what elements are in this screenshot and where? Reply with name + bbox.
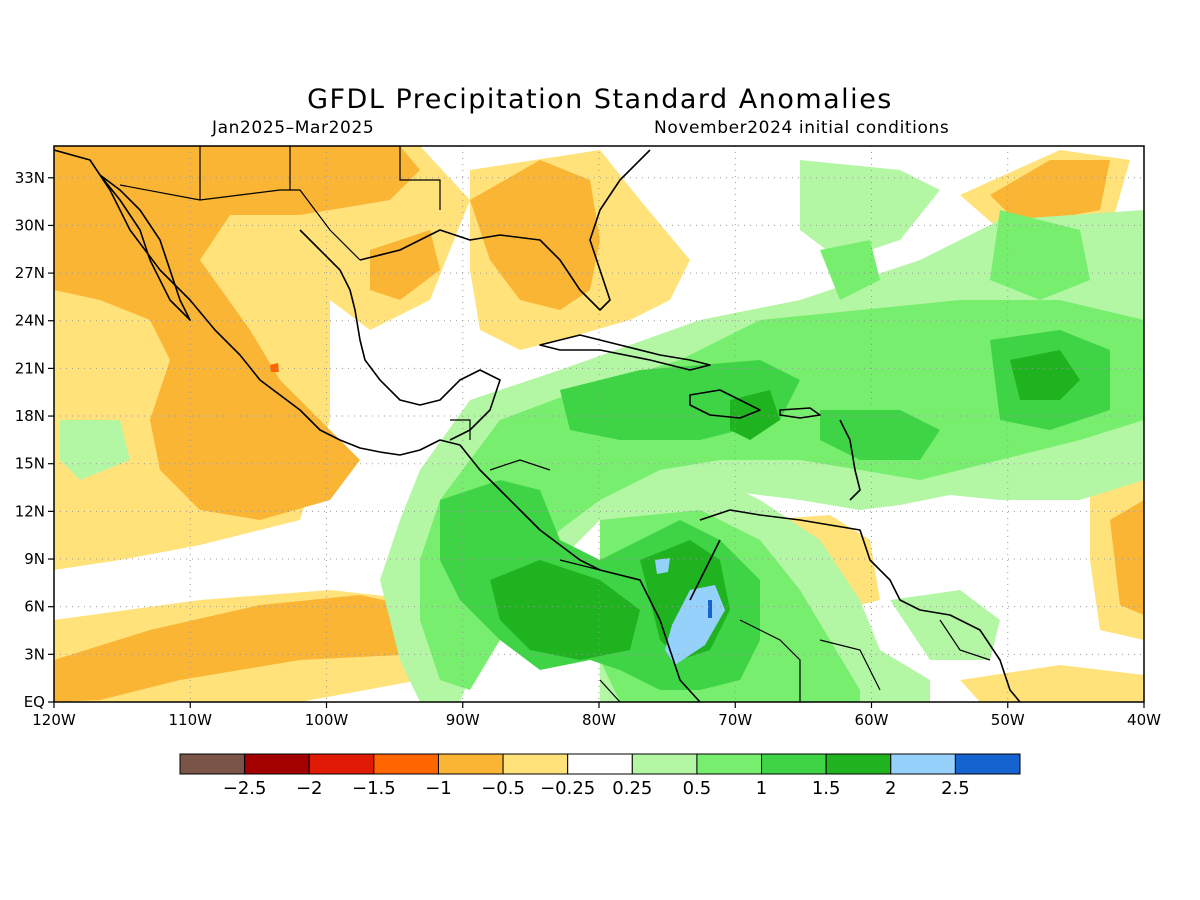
colorbar-label: −1 <box>425 778 452 799</box>
y-tick-label: 21N <box>15 359 45 377</box>
colorbar-swatch <box>179 753 246 775</box>
wet-max-region <box>708 600 712 618</box>
colorbar-label: −0.25 <box>540 778 595 799</box>
dry-strong-region <box>270 363 279 372</box>
y-tick-label: 12N <box>15 502 45 520</box>
colorbar-label: 2 <box>885 778 896 799</box>
x-tick-label: 60W <box>855 711 889 729</box>
colorbar-swatch <box>437 753 504 775</box>
coastlines <box>54 149 1021 702</box>
y-tick-label: EQ <box>24 693 45 711</box>
x-tick-label: 90W <box>446 711 480 729</box>
y-tick-label: 24N <box>15 312 45 330</box>
y-tick-label: 33N <box>15 169 45 187</box>
initial-conditions-label: November2024 initial conditions <box>654 118 950 138</box>
y-tick-label: 6N <box>24 598 45 616</box>
colorbar-label: 0.5 <box>683 778 712 799</box>
colorbar-swatch <box>567 753 633 775</box>
country-borders <box>119 146 991 702</box>
x-tick-label: 70W <box>718 711 752 729</box>
colorbar-swatch <box>373 753 439 775</box>
colorbar-swatch <box>696 753 763 775</box>
colorbar <box>179 753 1021 775</box>
x-tick-label: 110W <box>169 711 213 729</box>
colorbar-label: 2.5 <box>941 778 970 799</box>
colorbar-swatch <box>825 753 892 775</box>
longitude-axis: 120W 110W 100W 90W 80W 70W 60W 50W 40W <box>32 702 1161 729</box>
anomaly-field <box>54 146 1144 702</box>
colorbar-label: 0.25 <box>612 778 652 799</box>
colorbar-swatch <box>631 753 698 775</box>
x-tick-label: 120W <box>32 711 76 729</box>
y-tick-label: 15N <box>15 455 45 473</box>
map-title: GFDL Precipitation Standard Anomalies <box>307 84 893 115</box>
y-tick-label: 30N <box>15 216 45 234</box>
colorbar-swatch <box>954 753 1021 775</box>
latitude-axis: EQ 3N 6N 9N 12N 15N 18N 21N 24N 27N 30N 33N <box>15 169 54 711</box>
y-tick-label: 3N <box>24 645 45 663</box>
x-tick-label: 80W <box>582 711 616 729</box>
colorbar-swatch <box>890 753 956 775</box>
colorbar-swatch <box>244 753 310 775</box>
colorbar-swatch <box>761 753 827 775</box>
colorbar-swatch <box>308 753 375 775</box>
x-tick-label: 50W <box>991 711 1025 729</box>
colorbar-label: 1 <box>756 778 767 799</box>
x-tick-label: 40W <box>1127 711 1161 729</box>
x-tick-label: 100W <box>305 711 349 729</box>
colorbar-swatch <box>502 753 569 775</box>
colorbar-label: −0.5 <box>481 778 525 799</box>
colorbar-labels: −2.5 −2 −1.5 −1 −0.5 −0.25 0.25 0.5 1 1.5 2 2.5 <box>223 778 970 799</box>
colorbar-label: 1.5 <box>812 778 841 799</box>
y-tick-label: 18N <box>15 407 45 425</box>
colorbar-label: −1.5 <box>352 778 396 799</box>
y-tick-label: 9N <box>24 550 45 568</box>
colorbar-label: −2.5 <box>223 778 267 799</box>
colorbar-label: −2 <box>296 778 323 799</box>
y-tick-label: 27N <box>15 264 45 282</box>
season-label: Jan2025–Mar2025 <box>212 118 375 138</box>
